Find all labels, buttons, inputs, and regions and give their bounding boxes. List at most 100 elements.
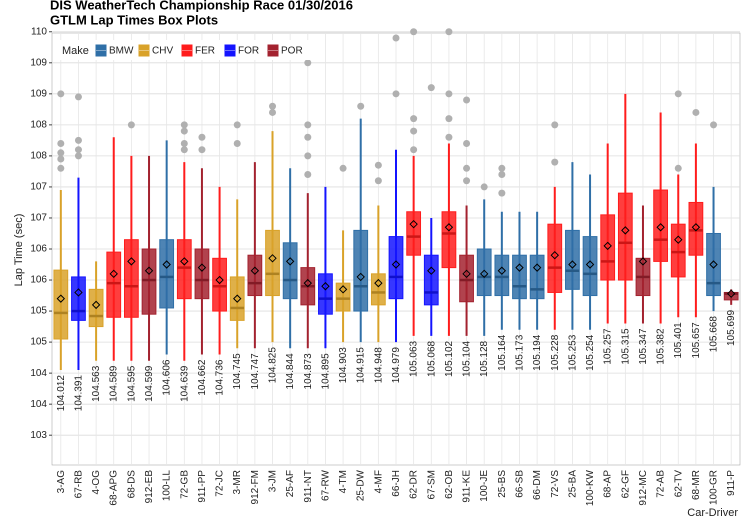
mean bbox=[674, 235, 683, 244]
x-tick-label: 25-BS bbox=[497, 470, 508, 498]
x-tick-label: 4-MF bbox=[373, 470, 384, 493]
mean bbox=[268, 254, 277, 263]
outlier bbox=[269, 102, 277, 110]
min-label: 104.747 bbox=[250, 353, 261, 390]
outlier bbox=[674, 164, 682, 172]
box bbox=[529, 254, 545, 300]
outlier bbox=[498, 164, 506, 172]
mean bbox=[603, 241, 612, 251]
min-label: 105.657 bbox=[691, 322, 702, 359]
x-tick-label: 72-JC bbox=[215, 470, 226, 497]
mean bbox=[321, 282, 330, 291]
box bbox=[265, 229, 280, 297]
chart-title: DIS WeatherTech Championship Race 01/30/… bbox=[50, 0, 353, 12]
mean bbox=[726, 289, 736, 298]
legend-title: Make bbox=[62, 45, 89, 57]
mean bbox=[144, 266, 154, 275]
x-tick-label: 4-OG bbox=[91, 470, 102, 495]
outlier bbox=[410, 115, 418, 123]
mean bbox=[74, 288, 83, 297]
mean bbox=[215, 275, 224, 285]
outlier bbox=[304, 152, 312, 160]
outlier bbox=[74, 152, 82, 160]
outlier bbox=[551, 158, 559, 166]
outlier bbox=[74, 146, 82, 154]
x-tick-label: 100-JE bbox=[479, 470, 490, 502]
outlier bbox=[692, 108, 700, 116]
mean bbox=[338, 285, 348, 294]
box bbox=[617, 192, 633, 281]
outlier bbox=[180, 121, 188, 129]
x-tick-label: 68-APG bbox=[109, 470, 120, 506]
box bbox=[335, 282, 351, 312]
x-tick-label: 4-TM bbox=[338, 470, 349, 493]
min-label: 105.253 bbox=[567, 334, 578, 371]
legend-key bbox=[181, 44, 193, 57]
box bbox=[53, 269, 69, 340]
y-tick-label: 104 bbox=[30, 368, 47, 379]
mean bbox=[656, 223, 665, 232]
mean bbox=[709, 260, 718, 269]
box bbox=[423, 254, 439, 306]
outlier bbox=[710, 121, 718, 129]
outlier bbox=[445, 90, 453, 98]
min-label: 105.194 bbox=[532, 334, 543, 371]
legend-key bbox=[267, 44, 279, 57]
x-tick-label: 67-RW bbox=[320, 469, 331, 500]
box bbox=[353, 229, 369, 312]
y-tick-label: 107 bbox=[30, 213, 47, 224]
box bbox=[212, 257, 227, 312]
outlier bbox=[233, 139, 241, 147]
x-tick-label: 68-AP bbox=[603, 470, 614, 498]
y-tick-label: 106 bbox=[30, 275, 47, 286]
min-label: 105.164 bbox=[497, 334, 508, 371]
outlier bbox=[357, 102, 365, 110]
x-tick-label: 72-AB bbox=[656, 470, 667, 498]
y-tick-label: 105 bbox=[30, 306, 47, 317]
outlier bbox=[127, 121, 135, 129]
box bbox=[176, 239, 192, 300]
x-tick-label: 912-MC bbox=[638, 470, 649, 506]
box bbox=[688, 201, 704, 256]
mean bbox=[285, 257, 295, 266]
x-tick-label: 25-DW bbox=[356, 469, 367, 501]
y-tick-label: 108 bbox=[30, 151, 47, 162]
box bbox=[194, 248, 210, 300]
box bbox=[106, 251, 122, 318]
outlier bbox=[57, 139, 65, 147]
box bbox=[282, 242, 298, 300]
min-label: 105.347 bbox=[638, 328, 649, 365]
outlier bbox=[339, 164, 347, 172]
box bbox=[512, 254, 527, 300]
outlier bbox=[674, 90, 682, 98]
x-tick-label: 3-MR bbox=[232, 470, 243, 494]
x-tick-label: 67-RB bbox=[73, 470, 84, 499]
outlier bbox=[57, 90, 65, 98]
min-label: 105.063 bbox=[409, 340, 420, 377]
mean bbox=[233, 294, 242, 303]
mean bbox=[391, 260, 401, 269]
x-tick-label: 3-AG bbox=[56, 470, 67, 494]
x-tick-label: 100-LL bbox=[162, 470, 173, 502]
x-tick-label: 3-JM bbox=[268, 470, 279, 492]
x-tick-label: 68-DS bbox=[126, 470, 137, 499]
x-tick-label: 100-KW bbox=[585, 469, 596, 506]
legend-key bbox=[138, 44, 150, 57]
outlier bbox=[180, 146, 188, 154]
outlier bbox=[463, 177, 471, 185]
mean bbox=[250, 266, 260, 275]
box bbox=[600, 214, 616, 281]
outlier bbox=[463, 164, 471, 172]
min-label: 104.844 bbox=[285, 353, 296, 390]
min-label: 105.228 bbox=[550, 334, 561, 371]
mean bbox=[162, 260, 171, 269]
y-tick-label: 106 bbox=[30, 244, 47, 255]
x-tick-label: 25-AF bbox=[285, 470, 296, 497]
min-label: 104.948 bbox=[373, 347, 384, 384]
min-label: 104.825 bbox=[268, 347, 279, 384]
outlier bbox=[392, 34, 400, 42]
outlier bbox=[392, 90, 400, 98]
x-axis-title: Car-Driver bbox=[687, 507, 738, 519]
outlier bbox=[74, 93, 82, 101]
x-tick-label: 912-FM bbox=[250, 470, 261, 504]
